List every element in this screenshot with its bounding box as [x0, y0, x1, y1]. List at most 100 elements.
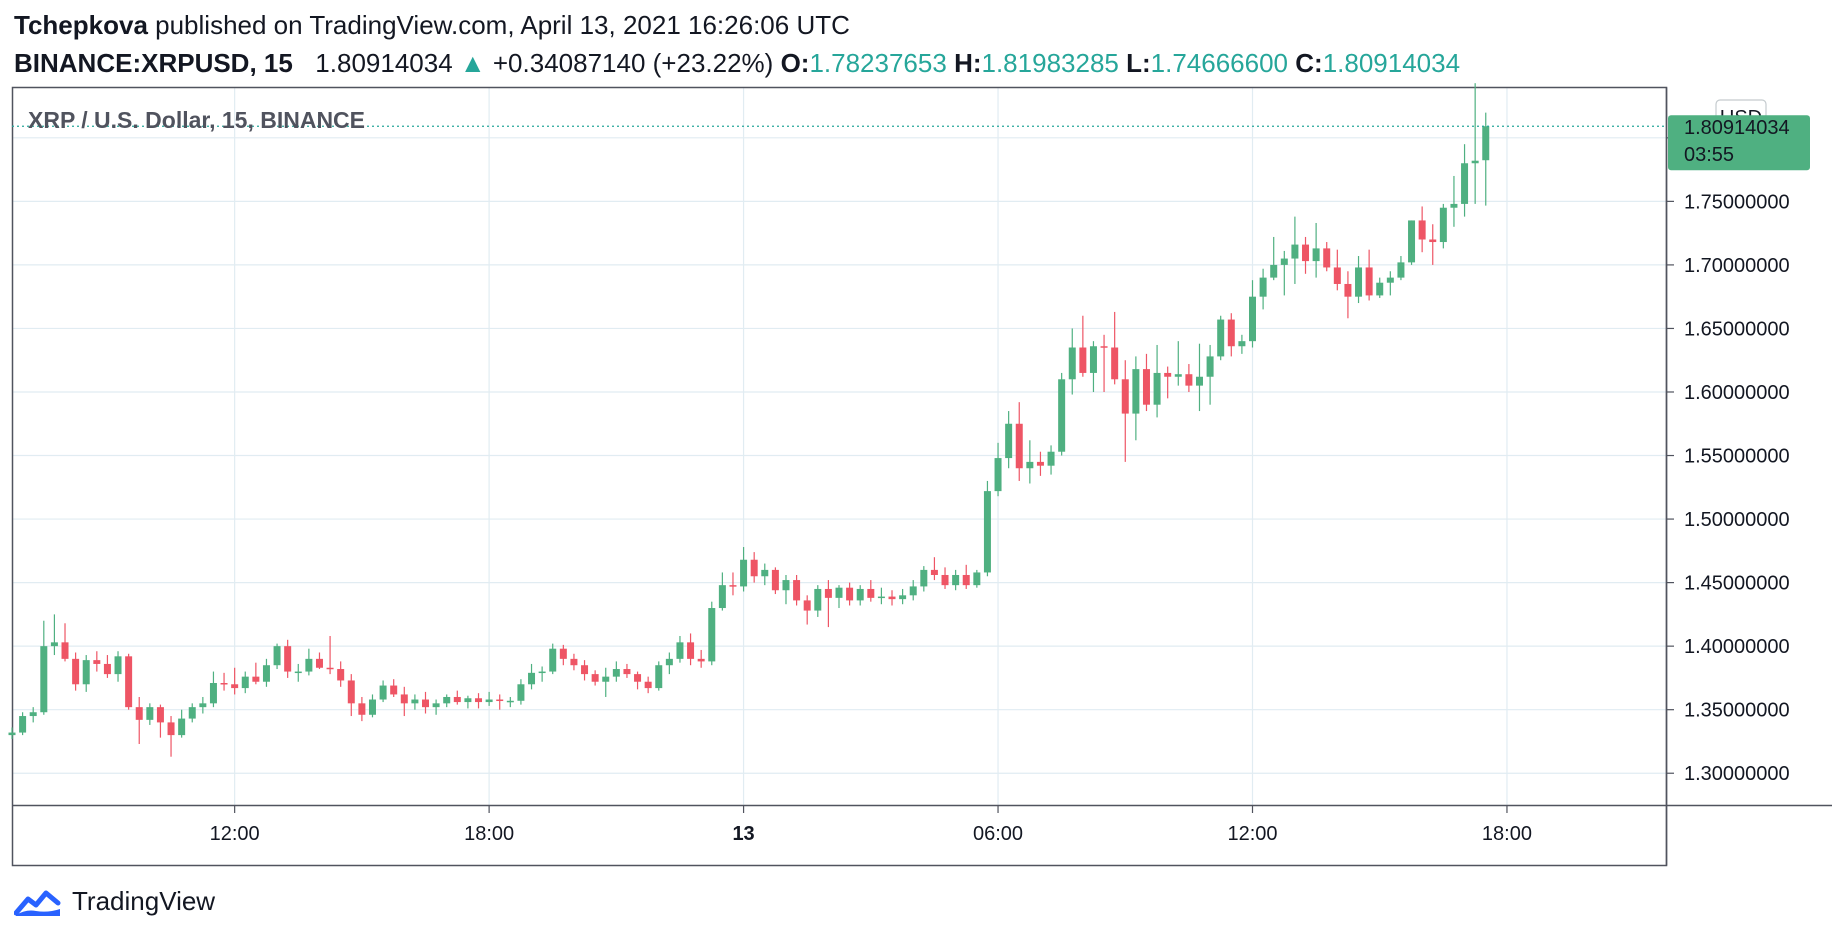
candle-up[interactable] [761, 563, 769, 586]
candle-up[interactable] [1068, 328, 1076, 395]
candle-up[interactable] [305, 648, 313, 676]
candle-up[interactable] [877, 587, 885, 605]
candle-up[interactable] [676, 635, 684, 663]
candle-up[interactable] [538, 666, 546, 682]
candle-down[interactable] [1365, 249, 1373, 301]
candle-up[interactable] [612, 661, 620, 682]
candle-up[interactable] [549, 643, 557, 675]
candle-up[interactable] [1206, 344, 1214, 405]
candle-up[interactable] [506, 696, 514, 708]
candle-up[interactable] [485, 691, 493, 706]
time-axis[interactable]: 12:00 18:00 13 06:00 12:00 18:00 [210, 805, 1532, 845]
candle-up[interactable] [262, 658, 270, 687]
candle-down[interactable] [697, 649, 705, 668]
candle-up[interactable] [1026, 440, 1034, 484]
candle-down[interactable] [220, 672, 228, 691]
candle-down[interactable] [803, 595, 811, 625]
candles[interactable] [8, 83, 1490, 757]
candle-down[interactable] [634, 671, 642, 690]
candle-up[interactable] [50, 614, 58, 656]
candle-down[interactable] [581, 660, 589, 681]
candle-up[interactable] [1291, 216, 1299, 284]
candle-up[interactable] [1270, 236, 1278, 281]
candle-down[interactable] [315, 652, 323, 670]
candle-down[interactable] [1185, 364, 1193, 392]
candle-up[interactable] [1153, 344, 1161, 418]
candle-up[interactable] [1397, 256, 1405, 281]
candle-up[interactable] [411, 694, 419, 710]
candle-up[interactable] [994, 442, 1002, 497]
candle-down[interactable] [1015, 402, 1023, 481]
candle-up[interactable] [1249, 280, 1256, 348]
tradingview-logo-icon[interactable] [14, 887, 64, 917]
candle-up[interactable] [432, 699, 440, 715]
candle-up[interactable] [740, 547, 748, 592]
candle-up[interactable] [199, 696, 207, 714]
candle-up[interactable] [655, 661, 663, 691]
candle-down[interactable] [644, 676, 652, 694]
candle-down[interactable] [962, 564, 970, 589]
candle-down[interactable] [930, 557, 938, 581]
candle-up[interactable] [114, 651, 122, 682]
candle-up[interactable] [1450, 175, 1458, 227]
candle-down[interactable] [793, 574, 801, 606]
candle-down[interactable] [888, 590, 896, 606]
candle-up[interactable] [1132, 356, 1140, 441]
candle-up[interactable] [1174, 341, 1182, 386]
candle-down[interactable] [1333, 249, 1341, 291]
candle-down[interactable] [687, 633, 695, 666]
candle-down[interactable] [390, 679, 398, 697]
candle-up[interactable] [1089, 341, 1097, 392]
candle-up[interactable] [517, 679, 525, 705]
candle-down[interactable] [1036, 451, 1044, 476]
candle-up[interactable] [602, 667, 610, 697]
candle-down[interactable] [1111, 311, 1119, 385]
candle-up[interactable] [368, 694, 376, 718]
candle-up[interactable] [718, 572, 726, 611]
candle-up[interactable] [241, 671, 249, 694]
candle-up[interactable] [973, 569, 981, 588]
candle-down[interactable] [559, 644, 567, 666]
candle-up[interactable] [443, 694, 451, 708]
candle-down[interactable] [591, 670, 599, 686]
candle-up[interactable] [1355, 256, 1363, 304]
candle-down[interactable] [103, 655, 111, 678]
candle-up[interactable] [1195, 343, 1203, 412]
candle-up[interactable] [273, 643, 281, 670]
candle-up[interactable] [29, 707, 37, 723]
candle-down[interactable] [1302, 236, 1310, 274]
candle-down[interactable] [347, 674, 355, 717]
candle-down[interactable] [846, 582, 854, 606]
candle-up[interactable] [40, 620, 48, 715]
candle-up[interactable] [952, 569, 960, 591]
author-name[interactable]: Tchepkova [14, 10, 148, 40]
candle-down[interactable] [771, 567, 779, 595]
candle-up[interactable] [1217, 315, 1225, 361]
candle-up[interactable] [814, 585, 822, 617]
candle-up[interactable] [188, 703, 196, 723]
candle-up[interactable] [782, 574, 790, 605]
candle-up[interactable] [856, 585, 864, 606]
candle-up[interactable] [178, 709, 186, 738]
candle-down[interactable] [824, 580, 832, 628]
candle-down[interactable] [570, 653, 578, 671]
candle-up[interactable] [920, 566, 928, 592]
candle-down[interactable] [475, 693, 483, 709]
candle-up[interactable] [835, 585, 843, 609]
candle-down[interactable] [623, 663, 631, 678]
candle-up[interactable] [8, 727, 16, 739]
candle-down[interactable] [156, 704, 164, 738]
candle-down[interactable] [167, 716, 175, 757]
candle-down[interactable] [1418, 206, 1426, 253]
candle-up[interactable] [1005, 411, 1013, 469]
candle-down[interactable] [1164, 366, 1172, 399]
candle-up[interactable] [665, 652, 673, 675]
candle-up[interactable] [1058, 372, 1066, 456]
candle-up[interactable] [708, 601, 716, 666]
candle-up[interactable] [1482, 112, 1490, 206]
candle-up[interactable] [1408, 220, 1416, 265]
candle-up[interactable] [1376, 277, 1384, 298]
candle-up[interactable] [909, 580, 917, 601]
candle-down[interactable] [941, 567, 949, 589]
